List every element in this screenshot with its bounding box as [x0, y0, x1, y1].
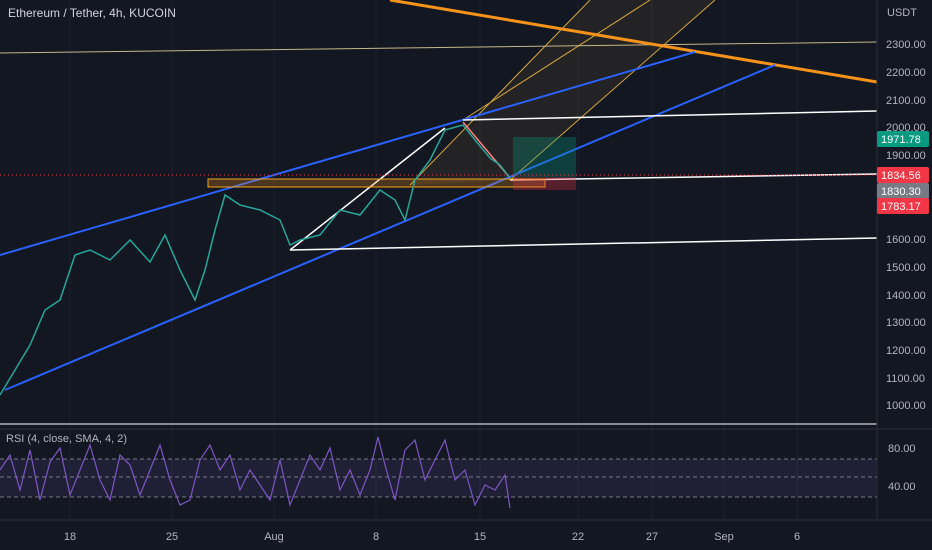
pitchfork-lines	[409, 0, 716, 186]
rsi-line	[0, 436, 511, 509]
price-unit: USDT	[887, 7, 917, 19]
target-box	[513, 137, 576, 177]
time-label: 25	[166, 531, 178, 543]
time-label: Aug	[264, 531, 284, 543]
price-badge-label: 1971.78	[881, 134, 921, 146]
orange-trendline	[389, 0, 878, 84]
price-label: 1100.00	[886, 373, 925, 385]
time-labels: 18 25 Aug 8 15 22 27 Sep 6	[64, 531, 800, 543]
price-label: 1900.00	[886, 150, 926, 162]
pitchfork-fill	[410, 0, 715, 185]
white-lines	[289, 110, 878, 251]
price-label: 2100.00	[886, 95, 926, 107]
price-badge	[877, 183, 929, 199]
time-label: Sep	[714, 531, 734, 543]
price-badge-label: 1783.17	[881, 201, 921, 213]
price-badge	[877, 198, 929, 214]
time-label: 18	[64, 531, 76, 543]
rsi-levels	[0, 458, 877, 498]
price-label: 2000.00	[886, 122, 926, 134]
price-badge	[877, 167, 929, 183]
stop-box	[513, 177, 576, 190]
price-badge-label: 1830.30	[881, 186, 921, 198]
time-label: 15	[474, 531, 486, 543]
time-label: 6	[794, 531, 800, 543]
price-label: 1000.00	[886, 400, 926, 412]
price-label: 1500.00	[886, 262, 926, 274]
price-path	[0, 124, 511, 396]
time-label: 27	[646, 531, 658, 543]
support-zone	[207, 178, 546, 188]
price-label: 2200.00	[886, 67, 926, 79]
price-label: 1400.00	[886, 290, 926, 302]
price-badge-label: 1834.56	[881, 170, 921, 182]
rsi-band	[0, 459, 877, 497]
blue-channel	[0, 51, 776, 391]
symbol-title: Ethereum / Tether, 4h, KUCOIN	[8, 6, 176, 20]
price-label: 1600.00	[886, 234, 926, 246]
price-badge	[877, 131, 929, 147]
rsi-label: 80.00	[888, 443, 916, 455]
price-badges: 1971.78 1834.56 1830.30 1783.17	[877, 131, 929, 214]
price-label: 2300.00	[886, 39, 926, 51]
price-labels: 2300.00 2200.00 2100.00 2000.00 1900.00 …	[886, 39, 926, 412]
resistance-line	[0, 41, 878, 54]
price-label: 1200.00	[886, 345, 926, 357]
rsi-title: RSI (4, close, SMA, 4, 2)	[6, 433, 127, 445]
time-label: 8	[373, 531, 379, 543]
time-label: 22	[572, 531, 584, 543]
price-label: 1300.00	[886, 317, 926, 329]
rsi-label: 40.00	[888, 481, 916, 493]
